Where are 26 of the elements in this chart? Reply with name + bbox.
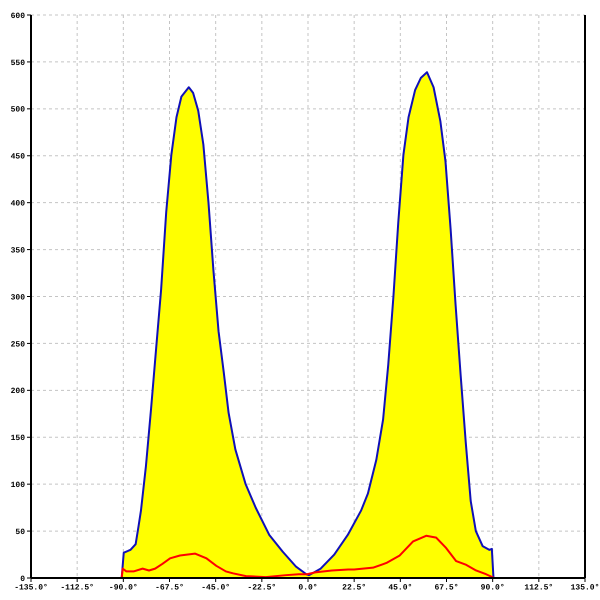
y-tick-label: 300 xyxy=(10,293,26,302)
x-tick-label: -45.0° xyxy=(201,584,230,593)
y-tick-label: 100 xyxy=(10,481,26,490)
x-tick-label: -90.0° xyxy=(108,584,138,593)
y-tick-label: 350 xyxy=(10,246,26,256)
x-tick-label: -22.5° xyxy=(247,584,276,593)
y-tick-label: 150 xyxy=(10,434,26,444)
y-tick-label: 50 xyxy=(15,528,26,537)
x-tick-label: 45.0° xyxy=(388,584,412,593)
y-tick-label: 0 xyxy=(20,574,26,584)
x-tick-label: 0.0° xyxy=(298,584,318,593)
x-tick-label: 135.0° xyxy=(570,584,600,593)
y-tick-label: 450 xyxy=(10,152,26,162)
y-tick-label: 400 xyxy=(10,200,26,209)
y-tick-label: 550 xyxy=(10,58,26,68)
y-tick-label: 500 xyxy=(10,106,26,115)
x-tick-label: -135.0° xyxy=(14,584,48,593)
x-tick-label: 90.0° xyxy=(480,584,505,593)
x-tick-label: 67.5° xyxy=(434,584,459,593)
x-tick-label: -112.5° xyxy=(60,584,94,593)
x-tick-label: 22.5° xyxy=(342,584,366,593)
x-tick-label: -67.5° xyxy=(155,584,184,593)
y-tick-label: 250 xyxy=(10,340,26,350)
x-tick-label: 112.5° xyxy=(524,584,554,593)
y-tick-label: 200 xyxy=(10,387,26,396)
y-tick-label: 600 xyxy=(10,12,26,21)
